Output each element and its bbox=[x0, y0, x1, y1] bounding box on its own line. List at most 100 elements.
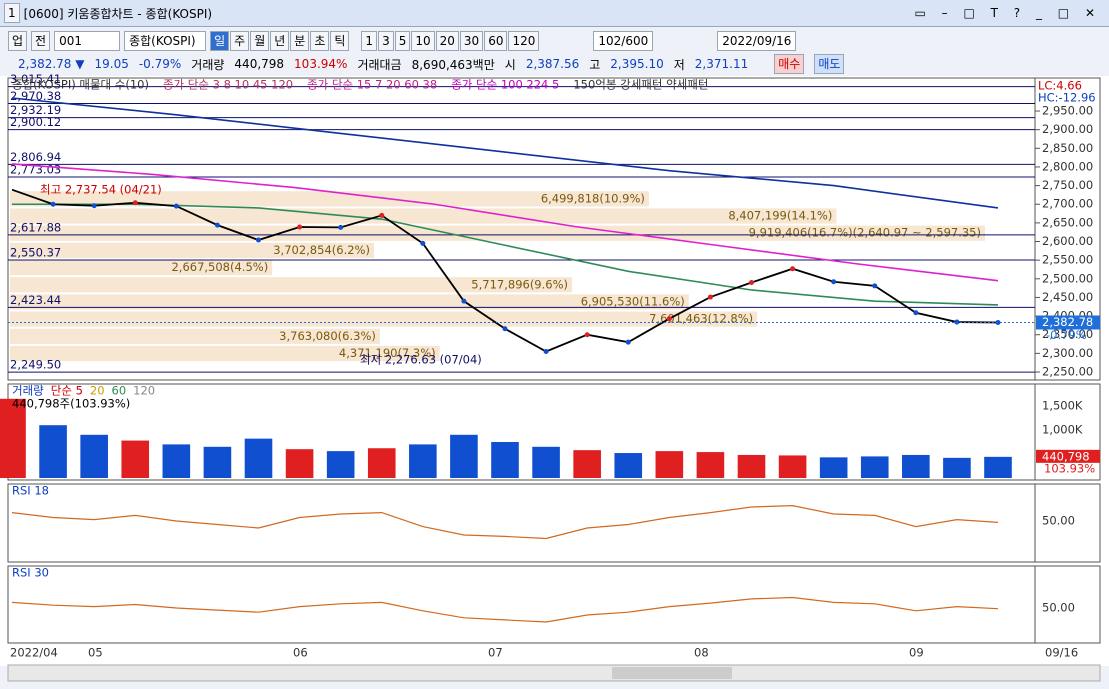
volume-profile-band bbox=[10, 311, 758, 327]
current-box bbox=[1036, 449, 1100, 463]
volume-bar bbox=[696, 452, 725, 478]
interval-button[interactable]: 60 bbox=[484, 31, 508, 51]
price-point bbox=[749, 280, 754, 286]
price-point bbox=[913, 310, 919, 316]
period-button[interactable]: 틱 bbox=[330, 31, 350, 51]
price-point bbox=[91, 203, 97, 209]
volume-bar bbox=[943, 457, 971, 478]
interval-button[interactable]: 1 bbox=[361, 31, 378, 51]
y-tick-label: 50.00 bbox=[1042, 514, 1075, 528]
interval-button[interactable]: 120 bbox=[508, 31, 540, 51]
y-tick-label: 2,300.00 bbox=[1042, 346, 1093, 360]
name-field[interactable]: 종합(KOSPI) bbox=[124, 31, 207, 51]
volume-bar bbox=[80, 434, 108, 478]
volume-profile-band bbox=[10, 294, 689, 310]
legend-item: 종가 단순 100 224 5 bbox=[451, 78, 559, 92]
y-tick-label: 50.00 bbox=[1042, 601, 1075, 615]
price-point bbox=[50, 201, 56, 207]
price-point bbox=[584, 332, 590, 338]
date[interactable]: 2022/09/16 bbox=[717, 31, 797, 51]
volume-bar bbox=[737, 454, 766, 478]
volume-profile-label: 6,499,818(10.9%) bbox=[541, 191, 645, 205]
volume-bar bbox=[0, 398, 26, 478]
level-label: 2,806.94 bbox=[10, 150, 61, 164]
axis-frame bbox=[1034, 77, 1101, 381]
volume-bar bbox=[573, 450, 601, 478]
rsi-line bbox=[11, 596, 999, 623]
market[interactable]: 업 bbox=[8, 31, 28, 51]
y-tick-label: 2,700.00 bbox=[1042, 197, 1093, 211]
price: 2,382.78 ▼ bbox=[18, 57, 85, 71]
volume-bar bbox=[984, 456, 1012, 478]
price-point bbox=[872, 283, 878, 289]
window-controls[interactable]: ▭ – □ T ? _ □ ✕ bbox=[914, 6, 1101, 20]
current-box bbox=[1036, 315, 1100, 330]
scope[interactable]: 전 bbox=[31, 31, 51, 51]
count[interactable]: 102/600 bbox=[593, 31, 654, 51]
volume-profile-band bbox=[10, 277, 573, 293]
interval-button[interactable]: 3 bbox=[378, 31, 394, 51]
period-button[interactable]: 주 bbox=[230, 31, 250, 51]
price-point bbox=[297, 224, 303, 230]
legend-item: 종합(KOSPI) 매물대 수(10) bbox=[12, 78, 149, 92]
volume-bar bbox=[326, 451, 355, 478]
current-rate: -0.79% bbox=[1046, 328, 1087, 342]
volume-profile-band bbox=[10, 242, 374, 258]
volume-bar bbox=[902, 454, 930, 478]
volume: 440,798 bbox=[234, 57, 285, 71]
legend-item: 단순 5 bbox=[51, 384, 83, 398]
price-point bbox=[502, 326, 508, 332]
interval-button[interactable]: 5 bbox=[394, 31, 411, 51]
price-point bbox=[790, 266, 796, 272]
buy-button[interactable]: 매수 bbox=[774, 54, 805, 74]
period-button[interactable]: 년 bbox=[270, 31, 290, 51]
x-tick-label: 07 bbox=[488, 646, 503, 660]
volume-bar bbox=[285, 449, 314, 478]
title-bar: 1 [0600] 키움종합차트 - 종합(KOSPI) ▭ – □ T ? _ … bbox=[0, 0, 1109, 27]
rate: -0.79% bbox=[138, 57, 182, 71]
volume-bar bbox=[655, 451, 684, 478]
period-button[interactable]: 일 bbox=[210, 31, 230, 51]
volume-profile-label: 6,905,530(11.6%) bbox=[581, 294, 685, 308]
volume-profile-label: 7,601,463(12.8%) bbox=[649, 312, 753, 326]
period-button[interactable]: 초 bbox=[310, 31, 330, 51]
volume-bar bbox=[244, 438, 273, 478]
y-tick-label: 2,500.00 bbox=[1042, 271, 1093, 285]
volume-bar bbox=[367, 448, 396, 478]
legend-item: 150억봉 강세패턴 약세패턴 bbox=[573, 78, 708, 92]
y-tick-label: 2,550.00 bbox=[1042, 253, 1093, 267]
hc-label: HC:-12.96 bbox=[1038, 91, 1096, 105]
volume-note: 440,798주(103.93%) bbox=[12, 397, 130, 411]
current-label: 440,798 bbox=[1042, 449, 1090, 463]
legend-item: 거래량 bbox=[12, 384, 44, 398]
volume-bar bbox=[778, 455, 807, 478]
y-tick-label: 2,950.00 bbox=[1042, 104, 1093, 118]
axis-frame bbox=[1034, 483, 1101, 563]
interval-button[interactable]: 30 bbox=[459, 31, 484, 51]
volume-bar bbox=[491, 442, 519, 478]
period-button[interactable]: 분 bbox=[290, 31, 310, 51]
change: 19.05 bbox=[94, 57, 129, 71]
y-tick-label: 2,750.00 bbox=[1042, 178, 1093, 192]
low-note: 최저 2,276.63 (07/04) bbox=[360, 353, 482, 367]
interval-button[interactable]: 20 bbox=[435, 31, 459, 51]
price-point bbox=[831, 279, 837, 285]
intervals: 1 3 5 10 20 30 60 120 bbox=[361, 31, 540, 51]
volume-bar bbox=[409, 444, 437, 478]
volume-bar bbox=[532, 446, 560, 478]
volume-profile-band bbox=[10, 259, 273, 276]
legend-item: 종가 단순 15 7 20 60 38 bbox=[307, 78, 437, 92]
volume-bar bbox=[450, 434, 478, 478]
window-number: 1 bbox=[4, 3, 20, 23]
sell-button[interactable]: 매도 bbox=[814, 54, 845, 74]
period-button[interactable]: 월 bbox=[250, 31, 270, 51]
code-input[interactable]: 001 bbox=[54, 31, 121, 51]
volume-profile-band bbox=[10, 328, 380, 344]
interval-button[interactable]: 10 bbox=[411, 31, 435, 51]
y-tick-label: 2,850.00 bbox=[1042, 141, 1093, 155]
price-point bbox=[338, 224, 344, 230]
y-tick-label: 2,450.00 bbox=[1042, 290, 1093, 304]
y-tick-label: 2,350.00 bbox=[1042, 327, 1093, 341]
